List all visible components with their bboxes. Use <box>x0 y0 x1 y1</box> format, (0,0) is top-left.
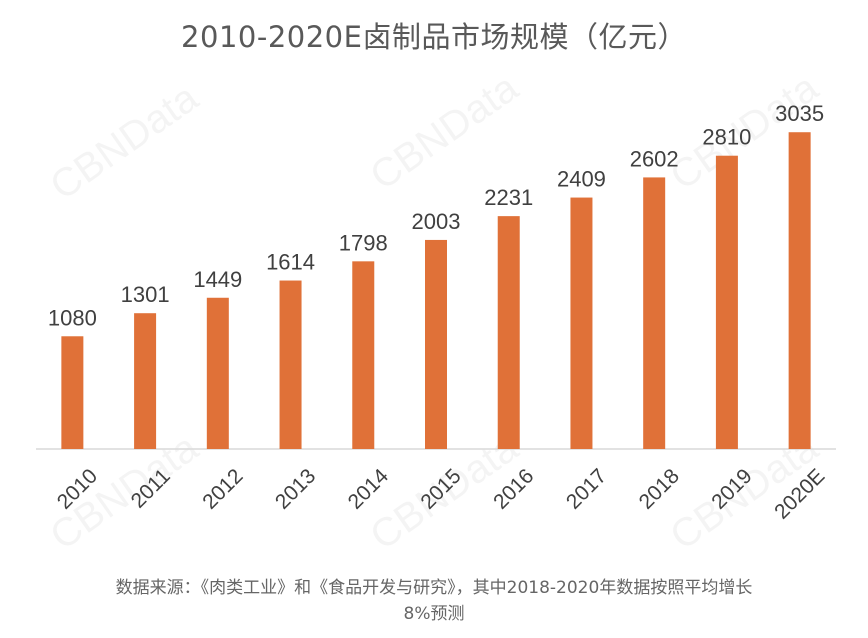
x-tick-label-2014: 2014 <box>344 464 394 514</box>
bar-2018 <box>643 177 666 449</box>
data-label-2010: 1080 <box>48 305 97 330</box>
data-label-2011: 1301 <box>121 282 170 307</box>
data-label-2020E: 3035 <box>775 101 824 126</box>
x-tick-label-2013: 2013 <box>271 464 320 513</box>
data-label-2013: 1614 <box>266 250 315 275</box>
chart-title: 2010-2020E卤制品市场规模（亿元） <box>181 20 687 54</box>
x-tick-label-2018: 2018 <box>635 464 684 513</box>
source-note: 数据来源：《肉类工业》和《食品开发与研究》，其中2018-2020年数据按照平均… <box>0 575 868 627</box>
source-note-line-1: 数据来源：《肉类工业》和《食品开发与研究》，其中2018-2020年数据按照平均… <box>115 578 753 598</box>
data-label-2012: 1449 <box>193 267 242 292</box>
x-tick-label-2015: 2015 <box>416 464 465 513</box>
data-label-2017: 2409 <box>557 167 606 192</box>
bar-2016 <box>497 216 520 449</box>
data-label-2016: 2231 <box>484 185 533 210</box>
bar-2014 <box>352 261 375 449</box>
bar-2013 <box>279 280 302 449</box>
bar-2019 <box>715 155 738 450</box>
x-tick-label-2019: 2019 <box>707 464 756 513</box>
bar-2012 <box>206 297 229 449</box>
bar-2011 <box>134 313 157 449</box>
x-tick-label-2016: 2016 <box>489 464 538 513</box>
x-tick-label-2010: 2010 <box>53 464 102 513</box>
bar-2015 <box>425 239 447 449</box>
x-tick-label-2020E: 2020E <box>770 464 829 523</box>
bar-2017 <box>570 197 593 449</box>
x-tick-label-2011: 2011 <box>127 464 175 512</box>
x-tick-label-2017: 2017 <box>562 464 611 513</box>
data-label-2018: 2602 <box>630 146 679 171</box>
x-tick-label-2012: 2012 <box>198 464 247 513</box>
bar-2020E <box>788 132 811 450</box>
bar-chart: 1080 2010 1301 2011 1449 2012 1614 2013 1798 2014… <box>36 101 836 524</box>
data-label-2014: 1798 <box>339 230 388 255</box>
bar-2010 <box>61 336 84 449</box>
data-label-2015: 2003 <box>412 209 461 234</box>
source-note-line-2: 8%预测 <box>403 604 465 624</box>
data-label-2019: 2810 <box>702 125 751 150</box>
